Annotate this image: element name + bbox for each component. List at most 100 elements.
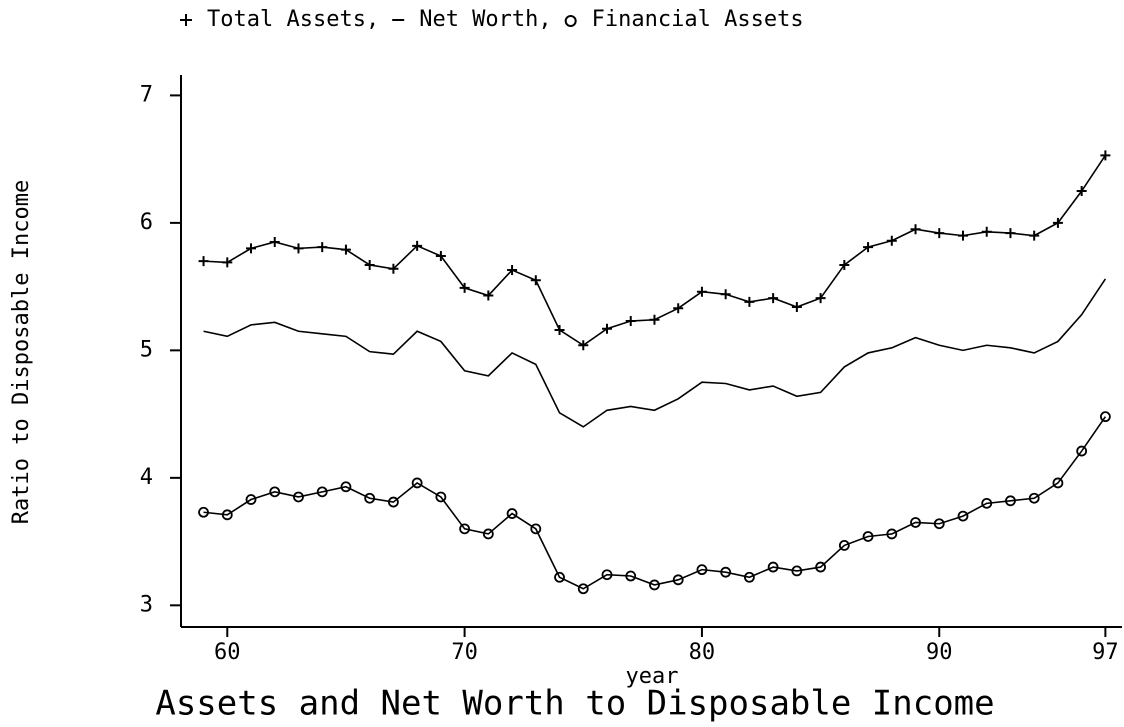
marker-circle <box>554 571 565 583</box>
x-tick-label: 60 <box>214 640 241 665</box>
marker-circle <box>506 508 518 519</box>
marker-plus <box>483 290 494 301</box>
marker-plus <box>886 235 897 246</box>
legend-label: Financial Assets <box>592 7 804 32</box>
marker-plus <box>910 224 921 235</box>
marker-plus <box>815 293 826 304</box>
marker-circle <box>1005 495 1016 507</box>
marker-plus <box>388 263 399 274</box>
marker-circle <box>293 491 304 503</box>
x-tick-label: 97 <box>1092 640 1119 665</box>
x-tick-label: 90 <box>926 640 953 665</box>
marker-circle <box>743 571 755 583</box>
marker-plus <box>957 230 968 241</box>
marker-circle <box>411 477 423 489</box>
marker-plus <box>269 237 280 248</box>
marker-plus <box>625 316 636 327</box>
marker-circle <box>625 570 637 582</box>
marker-plus <box>554 324 565 335</box>
legend-separator: , <box>366 7 379 32</box>
marker-plus <box>198 256 209 267</box>
marker-plus <box>364 259 375 270</box>
marker-circle <box>364 492 376 504</box>
marker-plus <box>340 244 351 255</box>
marker-plus <box>1076 186 1087 197</box>
marker-circle <box>862 531 874 542</box>
marker-plus <box>673 303 684 314</box>
marker-circle <box>245 494 257 505</box>
marker-plus <box>981 226 992 237</box>
marker-circle <box>198 506 209 518</box>
legend-separator: , <box>538 7 551 32</box>
marker-plus <box>1052 217 1063 228</box>
marker-plus <box>1005 228 1016 239</box>
marker-plus <box>459 282 470 293</box>
series-line <box>203 278 1107 428</box>
y-tick-label: 4 <box>140 465 153 490</box>
marker-circle <box>1076 445 1088 457</box>
marker-plus <box>1029 230 1040 241</box>
y-tick-label: 3 <box>140 592 153 617</box>
marker-plus <box>791 302 802 313</box>
marker-plus <box>293 243 304 254</box>
legend-label: Net Worth <box>419 7 538 32</box>
marker-circle <box>767 561 779 573</box>
marker-circle <box>981 497 993 509</box>
marker-plus <box>412 240 423 251</box>
marker-plus <box>720 289 731 300</box>
marker-circle <box>601 569 613 581</box>
marker-circle <box>649 579 660 591</box>
marker-circle <box>530 523 542 535</box>
legend-marker <box>564 15 577 27</box>
marker-circle <box>459 523 471 535</box>
marker-plus <box>1100 150 1111 161</box>
marker-plus <box>602 323 613 334</box>
marker-plus <box>768 293 779 304</box>
y-axis-label: Ratio to Disposable Income <box>9 180 34 524</box>
marker-circle <box>957 510 969 522</box>
y-tick-label: 6 <box>140 210 153 235</box>
series-line <box>203 416 1107 590</box>
marker-circle <box>886 528 898 540</box>
marker-plus <box>744 296 755 307</box>
marker-circle <box>269 486 281 498</box>
marker-circle <box>221 509 233 521</box>
legend-marker <box>180 14 192 26</box>
legend-label: Total Assets <box>207 7 366 32</box>
marker-circle <box>910 517 921 528</box>
marker-plus <box>863 242 874 253</box>
marker-circle <box>577 583 589 595</box>
marker-plus <box>649 314 660 325</box>
marker-plus <box>934 228 945 239</box>
marker-circle <box>1028 492 1040 504</box>
marker-circle <box>1099 411 1111 423</box>
y-tick-label: 7 <box>140 82 153 107</box>
x-tick-label: 80 <box>689 640 716 665</box>
marker-circle <box>316 486 328 498</box>
marker-plus <box>578 340 589 351</box>
marker-circle <box>672 574 684 586</box>
marker-circle <box>435 491 447 503</box>
marker-circle <box>815 561 826 573</box>
marker-circle <box>720 566 732 578</box>
marker-plus <box>839 259 850 270</box>
marker-plus <box>530 275 541 286</box>
chart-title: Assets and Net Worth to Disposable Incom… <box>155 684 994 724</box>
marker-circle <box>696 564 708 576</box>
marker-circle <box>838 540 850 551</box>
marker-circle <box>482 528 494 540</box>
marker-plus <box>317 242 328 253</box>
marker-plus <box>435 251 446 262</box>
marker-plus <box>222 257 233 268</box>
marker-circle <box>388 496 399 508</box>
y-tick-label: 5 <box>140 337 153 362</box>
marker-plus <box>507 265 518 276</box>
marker-circle <box>933 518 945 530</box>
marker-plus <box>696 286 707 297</box>
marker-plus <box>246 243 257 254</box>
marker-circle <box>791 565 803 577</box>
marker-circle <box>340 481 352 493</box>
marker-circle <box>1052 477 1064 489</box>
